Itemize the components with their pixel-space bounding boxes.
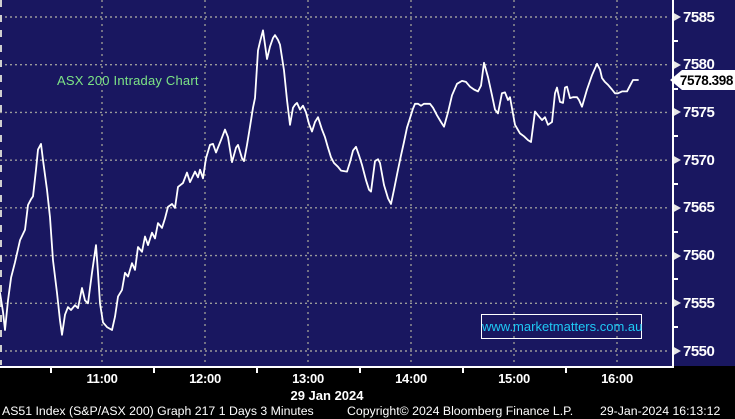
x-axis-tick [461,368,464,373]
y-axis-label: 7550 [683,342,715,360]
y-axis-label-row: 7565 [672,199,734,217]
x-axis-date-label: 29 Jan 2024 [290,388,364,403]
chart-plot-area: ASX 200 Intraday Chart www.marketmatters… [0,0,735,366]
x-axis-tick [564,368,567,373]
watermark-link[interactable]: www.marketmatters.com.au [481,314,642,339]
status-copyright-text: Copyright© 2024 Bloomberg Finance L.P. [347,404,574,418]
y-axis-minor-tick [672,87,678,90]
y-axis-minor-tick [672,278,678,281]
status-security-text: AS51 Index (S&P/ASX 200) Graph 217 1 Day… [2,404,314,418]
y-tick-arrow-icon [672,250,681,261]
price-chart-svg [0,0,670,365]
x-axis-label: 12:00 [189,371,221,386]
y-axis-label: 7555 [683,294,715,312]
x-axis-tick [255,368,258,373]
status-datetime-text: 29-Jan-2024 16:13:12 [600,404,721,418]
y-axis-minor-tick [672,39,678,42]
x-axis-label: 15:00 [498,371,530,386]
y-axis-label: 7585 [683,8,715,26]
y-tick-arrow-icon [672,202,681,213]
chart-title: ASX 200 Intraday Chart [57,73,199,88]
y-axis-label-row: 7580 [672,56,734,74]
y-axis-minor-tick [672,183,678,185]
y-tick-arrow-icon [672,155,681,166]
y-tick-arrow-icon [672,12,681,22]
y-tick-arrow-icon [672,346,681,356]
x-axis-label: 11:00 [86,371,118,386]
y-axis-label-row: 7555 [672,294,734,312]
x-axis-tick [358,368,361,373]
y-axis-minor-tick [672,326,678,329]
status-bar: AS51 Index (S&P/ASX 200) Graph 217 1 Day… [0,403,735,419]
y-axis-line [672,0,674,368]
x-axis-tick [49,368,52,373]
y-axis-label-row: 7585 [672,8,734,26]
price-line [0,29,639,336]
y-axis-minor-tick [672,135,678,138]
y-axis-label-row: 7560 [672,247,734,265]
x-axis-label: 14:00 [395,371,427,386]
y-tick-arrow-icon [672,107,681,118]
y-tick-arrow-icon [672,298,681,309]
last-price-value: 7578.398 [679,72,734,88]
y-axis-label: 7575 [683,103,715,121]
x-axis-line [0,366,674,368]
last-price-badge: 7578.398 [670,70,735,90]
y-axis-label-row: 7550 [672,342,734,360]
y-axis-label-row: 7570 [672,151,734,169]
x-axis-label: 13:00 [292,371,324,386]
y-axis-label: 7580 [683,56,715,74]
x-axis-tick [152,368,155,373]
y-axis-minor-tick [672,230,678,233]
y-axis-label: 7560 [683,247,715,265]
y-axis-label: 7570 [683,151,715,169]
x-axis-label: 16:00 [601,371,633,386]
y-tick-arrow-icon [672,59,681,70]
y-axis-label-row: 7575 [672,103,734,121]
y-axis-label: 7565 [683,199,715,217]
